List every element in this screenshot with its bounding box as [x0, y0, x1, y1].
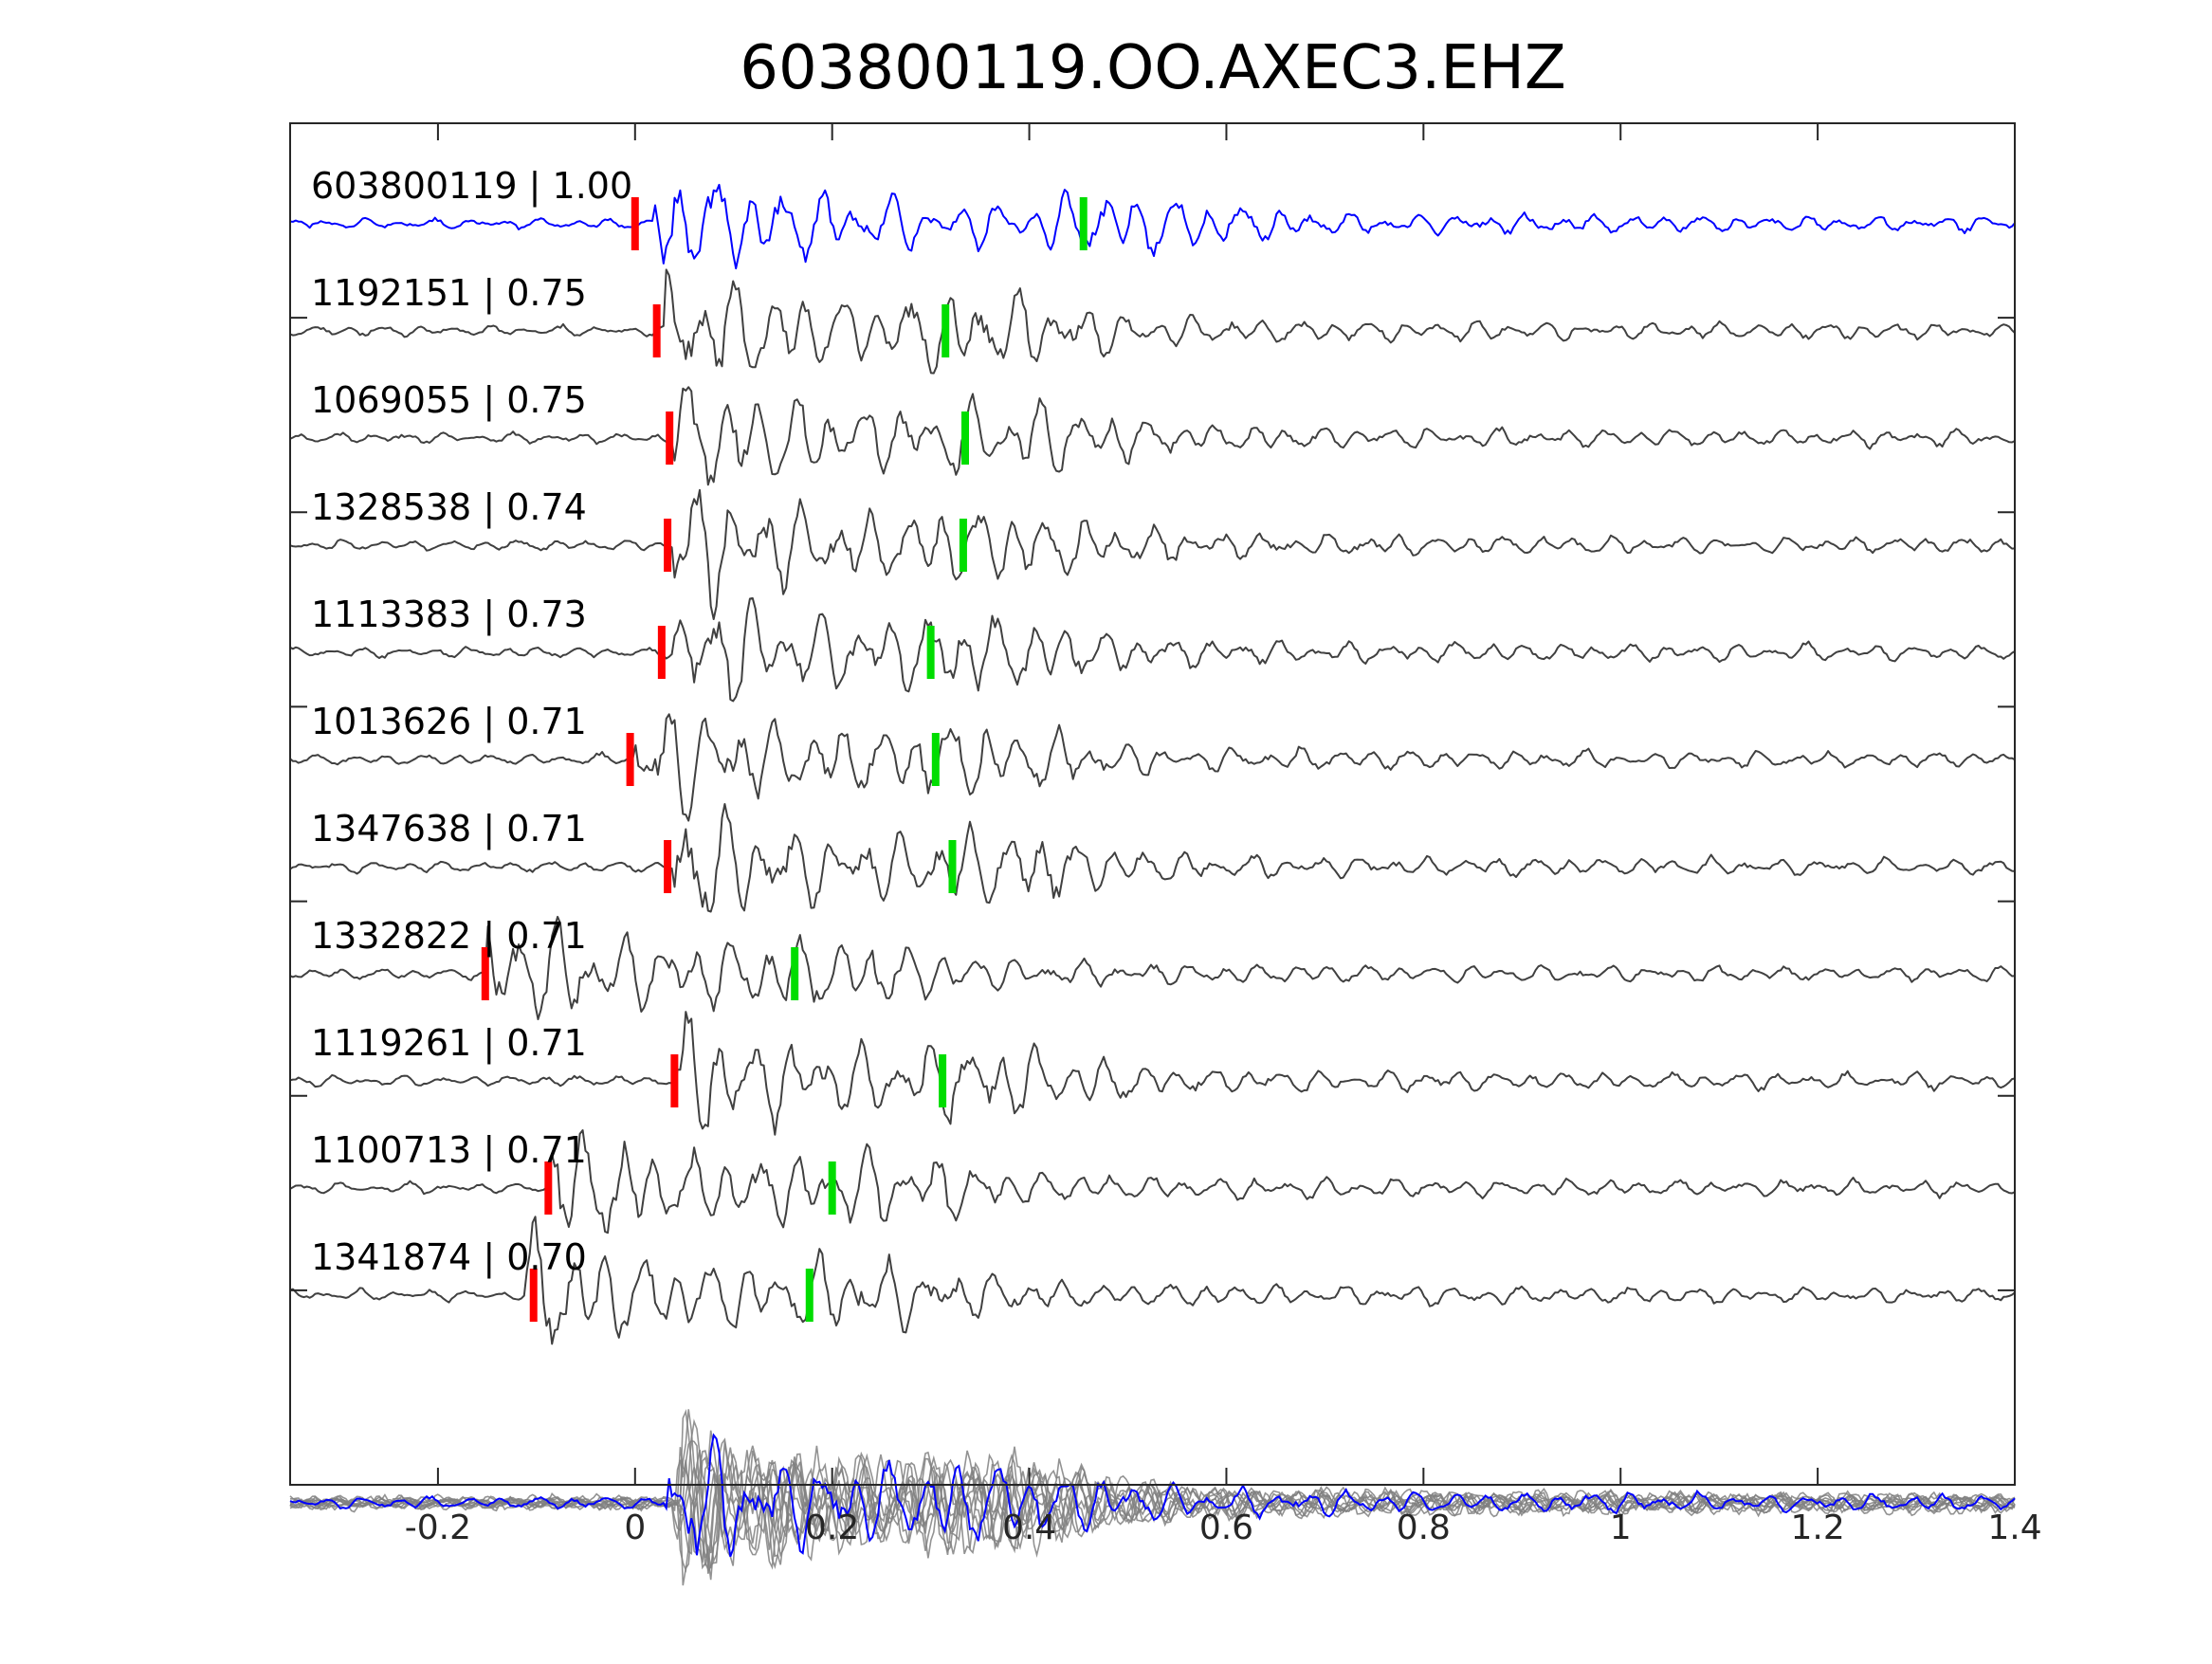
- trace-label: 1119261 | 0.71: [311, 1022, 587, 1065]
- trace-label: 1347638 | 0.71: [311, 808, 587, 850]
- waveform-line: [289, 915, 2016, 1020]
- x-tick-label: 0: [624, 1509, 646, 1547]
- trace-label: 1113383 | 0.73: [311, 594, 587, 636]
- axes: -0.2 0 0.2 0.4 0.6 0.8 1 1.2 1.4: [289, 122, 2042, 1547]
- trace-label: 1013626 | 0.71: [311, 701, 587, 743]
- waveform-line: [289, 1216, 2016, 1345]
- trace-label: 1069055 | 0.75: [311, 379, 587, 422]
- stack-template-line: [289, 1433, 2016, 1558]
- waveform-line: [289, 803, 2016, 913]
- trace-1332822: 1332822 | 0.71: [289, 915, 2016, 1020]
- chart-title: 603800119.OO.AXEC3.EHZ: [740, 33, 1566, 103]
- x-tick-label: 0.6: [1199, 1509, 1253, 1547]
- x-tick-label: 1.2: [1790, 1509, 1844, 1547]
- trace-1069055: 1069055 | 0.75: [289, 379, 2016, 486]
- x-tick-label: 0.8: [1397, 1509, 1451, 1547]
- waveform-line: [289, 713, 2016, 822]
- axes-box: [289, 122, 2016, 1486]
- x-tick-label: 1: [1610, 1509, 1632, 1547]
- trace-1347638: 1347638 | 0.71: [289, 803, 2016, 913]
- waveform-line: [289, 1129, 2016, 1234]
- trace-1328538: 1328538 | 0.74: [289, 486, 2016, 620]
- x-tick-label: -0.2: [405, 1509, 471, 1547]
- trace-label: 1100713 | 0.71: [311, 1129, 587, 1172]
- trace-1341874: 1341874 | 0.70: [289, 1216, 2016, 1345]
- trace-label: 1341874 | 0.70: [311, 1236, 587, 1279]
- stack-trace-line: [289, 1439, 2016, 1569]
- waveform-line: [289, 386, 2016, 486]
- x-tick-label: 0.4: [1002, 1509, 1056, 1547]
- trace-label: 1328538 | 0.74: [311, 486, 587, 529]
- stacked-traces: [289, 1408, 2016, 1586]
- x-tick-label: 0.2: [805, 1509, 859, 1547]
- stack-trace-line: [289, 1454, 2016, 1586]
- waveform-line: [289, 268, 2016, 375]
- waveform-line: [289, 596, 2016, 703]
- trace-1113383: 1113383 | 0.73: [289, 594, 2016, 703]
- stack-trace-line: [289, 1409, 2016, 1572]
- waveform-line: [289, 488, 2016, 620]
- trace-1013626: 1013626 | 0.71: [289, 701, 2016, 822]
- trace-1192151: 1192151 | 0.75: [289, 268, 2016, 375]
- waveform-line: [289, 1011, 2016, 1136]
- trace-603800119: 603800119 | 1.00: [289, 165, 2016, 270]
- trace-label: 603800119 | 1.00: [311, 165, 632, 208]
- stack-trace-line: [289, 1408, 2016, 1570]
- waveform-line: [289, 183, 2016, 270]
- trace-label: 1192151 | 0.75: [311, 272, 587, 315]
- trace-1100713: 1100713 | 0.71: [289, 1129, 2016, 1234]
- plot-area: 603800119 | 1.00 1192151 | 0.75 1069055 | …: [289, 165, 2016, 1586]
- trace-1119261: 1119261 | 0.71: [289, 1011, 2016, 1136]
- x-tick-label: 1.4: [1987, 1509, 2041, 1547]
- trace-label: 1332822 | 0.71: [311, 915, 587, 958]
